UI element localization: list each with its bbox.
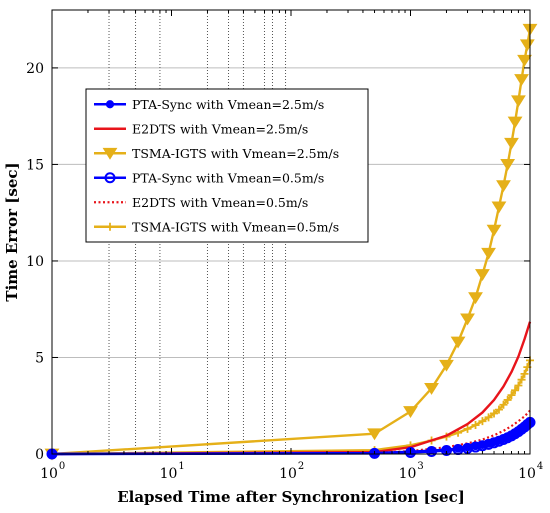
y-tick-label: 0	[35, 447, 44, 463]
data-point	[484, 413, 493, 422]
legend-entry: TSMA-IGTS with Vmean=2.5m/s	[94, 146, 339, 161]
legend-box	[85, 88, 369, 243]
legend-label: E2DTS with Vmean=2.5m/s	[132, 121, 308, 136]
legend-label: PTA-Sync with Vmean=0.5m/s	[132, 170, 324, 185]
data-point	[424, 382, 439, 395]
data-point	[105, 100, 115, 109]
data-point	[427, 446, 436, 455]
data-point	[494, 405, 503, 414]
x-axis-title: Elapsed Time after Synchronization [sec]	[117, 488, 465, 506]
legend-entry: TSMA-IGTS with Vmean=0.5m/s	[94, 219, 339, 234]
data-point	[367, 428, 382, 441]
data-point	[453, 444, 463, 453]
data-point	[491, 201, 507, 214]
data-point	[490, 409, 499, 418]
x-tick-label-exponent: 2	[298, 461, 304, 472]
data-point	[460, 313, 475, 326]
data-point	[503, 395, 512, 404]
data-point	[514, 381, 523, 390]
data-point	[511, 95, 526, 108]
data-point	[486, 224, 502, 237]
data-point	[496, 180, 511, 193]
x-tick-label-exponent: 1	[178, 461, 184, 472]
data-point	[499, 400, 508, 409]
x-tick-label: 10	[160, 466, 178, 482]
data-point	[507, 116, 523, 129]
data-point	[106, 222, 114, 231]
y-axis-title: Time Error [sec]	[3, 162, 21, 301]
series-1	[47, 418, 535, 459]
data-point	[517, 375, 526, 384]
legend-entry: PTA-Sync with Vmean=0.5m/s	[94, 170, 324, 185]
series-layer	[44, 23, 538, 461]
legend-label: E2DTS with Vmean=0.5m/s	[132, 195, 308, 210]
y-tick-label: 20	[26, 61, 44, 77]
data-point	[507, 391, 516, 400]
series-2	[51, 321, 532, 456]
data-point	[104, 172, 116, 184]
data-point	[471, 421, 480, 430]
x-tick-label-exponent: 3	[417, 461, 423, 472]
y-tick-label: 5	[35, 350, 44, 366]
data-point	[403, 406, 418, 418]
data-point	[500, 159, 516, 171]
data-point	[481, 247, 496, 260]
legend-entry: PTA-Sync with Vmean=2.5m/s	[94, 97, 324, 112]
x-tick-label: 10	[399, 466, 417, 482]
data-point	[475, 269, 490, 281]
legend-label: PTA-Sync with Vmean=2.5m/s	[132, 97, 324, 112]
data-point	[463, 424, 472, 433]
legend-entry: E2DTS with Vmean=2.5m/s	[94, 121, 308, 136]
x-tick-label-exponent: 4	[537, 461, 543, 472]
data-point	[478, 417, 487, 426]
x-tick-label: 10	[279, 466, 297, 482]
data-point	[520, 369, 529, 378]
legend: PTA-Sync with Vmean=2.5m/s E2DTS with Vme…	[85, 88, 369, 243]
ticks	[51, 10, 531, 455]
data-point	[450, 336, 466, 349]
legend-label: TSMA-IGTS with Vmean=2.5m/s	[132, 146, 339, 161]
x-tick-label-exponent: 0	[59, 461, 65, 472]
data-point	[519, 39, 535, 52]
data-point	[504, 137, 519, 150]
data-point	[439, 359, 454, 372]
y-tick-label: 15	[26, 157, 44, 173]
series-line	[51, 321, 532, 456]
x-tick-label: 10	[40, 466, 58, 482]
x-tick-label: 10	[518, 466, 536, 482]
data-point	[514, 74, 529, 86]
data-point	[463, 443, 472, 452]
data-point	[102, 147, 118, 160]
data-point	[468, 292, 483, 305]
data-point	[471, 441, 480, 451]
data-point	[517, 54, 532, 67]
legend-label: TSMA-IGTS with Vmean=0.5m/s	[132, 219, 339, 234]
data-point	[511, 386, 520, 395]
legend-entry: E2DTS with Vmean=0.5m/s	[94, 195, 308, 210]
y-tick-label: 10	[26, 254, 44, 270]
